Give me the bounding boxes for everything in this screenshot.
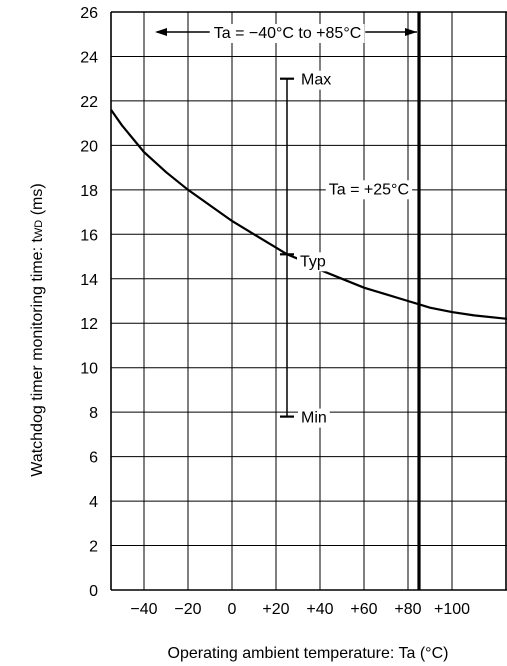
typ-label: Typ (300, 253, 326, 270)
curve-layer (110, 109, 507, 320)
grid-lines (110, 11, 507, 591)
range-label: Ta = −40°C to +85°C (214, 25, 362, 42)
y-tick-label: 0 (89, 583, 98, 600)
x-tick-label: +40 (306, 601, 333, 618)
y-tick-label: 16 (80, 227, 98, 244)
ta-25c-label-bg (325, 180, 412, 200)
y-axis-title: Watchdog timer monitoring time: tWD (ms) (29, 183, 46, 476)
x-tick-label: −20 (174, 601, 201, 618)
x-axis-title: Operating ambient temperature: Ta (°C) (168, 645, 449, 662)
y-tick-label: 14 (80, 272, 98, 289)
x-tick-label: −40 (130, 601, 157, 618)
y-tick-label: 8 (89, 405, 98, 422)
y-tick-label: 20 (80, 138, 98, 155)
y-axis-title-unit: (ms) (29, 183, 46, 219)
y-tick-label: 10 (80, 361, 98, 378)
x-tick-label: 0 (228, 601, 237, 618)
typ-label-bg (297, 252, 329, 272)
y-tick-label: 26 (80, 5, 98, 22)
range-label-bg (210, 24, 365, 44)
timing-curve (110, 109, 507, 320)
marker-layer: Max Typ Min Ta = +25°C Ta = −40°C to +85°C (155, 12, 421, 590)
range-arrow-right-head (405, 28, 417, 37)
y-tick-label: 22 (80, 94, 98, 111)
y-axis-title-subscript: WD (33, 220, 45, 238)
y-axis-title-main: Watchdog timer monitoring time: t (29, 238, 46, 477)
y-tick-label: 6 (89, 450, 98, 467)
y-tick-label: 4 (89, 494, 98, 511)
min-label-bg (298, 408, 330, 428)
max-label: Max (301, 72, 331, 89)
ta-25c-label: Ta = +25°C (329, 181, 409, 198)
y-tick-label: 18 (80, 183, 98, 200)
x-tick-label: +20 (262, 601, 289, 618)
x-tick-label: +80 (394, 601, 421, 618)
y-tick-label: 2 (89, 539, 98, 556)
range-arrow-left-head (155, 28, 167, 37)
x-tick-label: +100 (434, 601, 470, 618)
x-tick-label: +60 (350, 601, 377, 618)
y-tick-label: 24 (80, 49, 98, 66)
min-label: Min (301, 410, 327, 427)
max-label-bg (298, 70, 335, 90)
y-tick-label: 12 (80, 316, 98, 333)
